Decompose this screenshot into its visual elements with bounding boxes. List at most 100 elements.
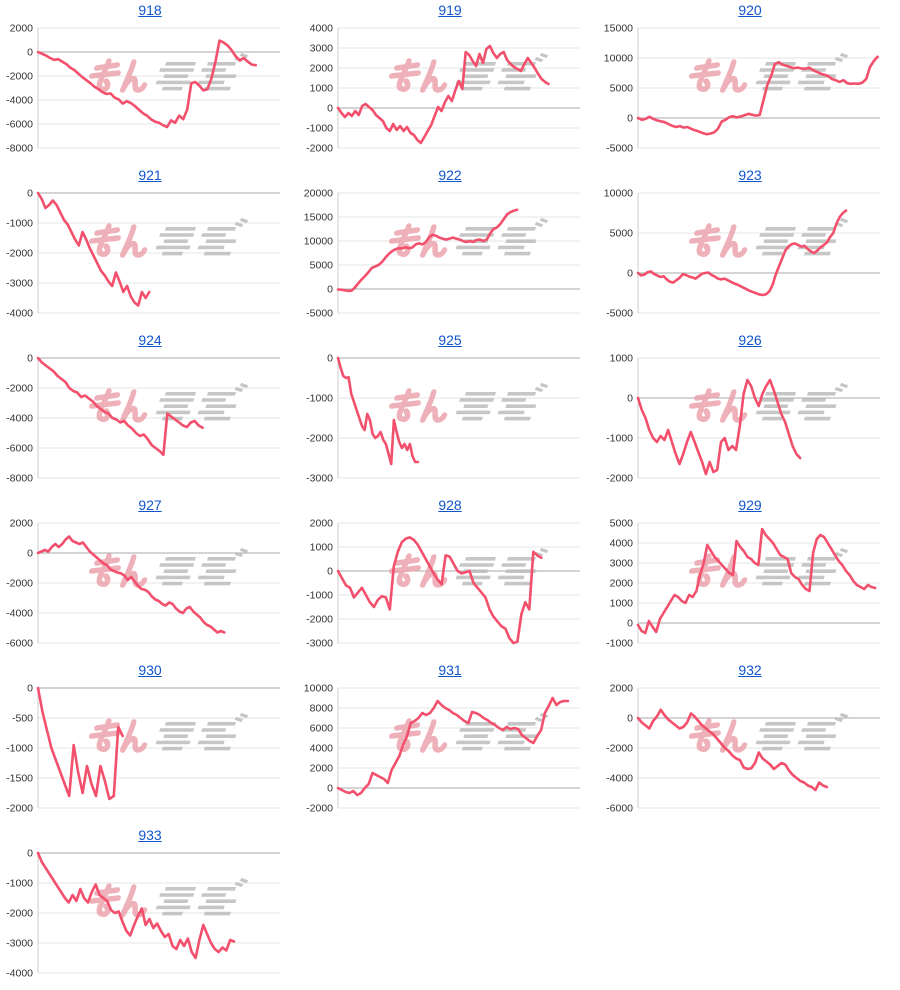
chart-title-link[interactable]: 929	[738, 497, 762, 513]
chart-plot: 0 -1000 -2000 -3000 -4000	[6, 848, 280, 980]
chart-title: 919	[300, 0, 600, 20]
watermark	[688, 382, 849, 423]
chart-plot: 10000 8000 6000 4000 2000 0 -2000	[304, 683, 580, 815]
y-tick-label: 15000	[604, 23, 633, 35]
y-tick-label: -6000	[6, 638, 33, 650]
y-tick-label: -1000	[606, 638, 633, 650]
chart-title-link[interactable]: 923	[738, 167, 762, 183]
chart-plot: 2000 0 -2000 -4000 -6000	[606, 683, 880, 815]
chart-title-link[interactable]: 933	[138, 827, 162, 843]
y-tick-label: -1000	[606, 433, 633, 445]
y-tick-label: -8000	[6, 473, 33, 485]
y-tick-label: 4000	[310, 743, 334, 755]
y-tick-label: 1000	[610, 598, 634, 610]
series-line	[336, 44, 550, 145]
y-tick-label: 0	[327, 353, 333, 365]
chart-cell: 920 15000 10000 5000 0 -5000	[600, 0, 900, 165]
y-tick-label: 3000	[610, 558, 634, 570]
watermark	[88, 52, 249, 93]
y-tick-label: 1000	[610, 353, 634, 365]
y-tick-label: 2000	[10, 518, 34, 530]
chart-title-link[interactable]: 922	[438, 167, 462, 183]
chart-title-link[interactable]: 931	[438, 662, 462, 678]
y-tick-label: 10000	[604, 188, 633, 200]
chart-plot: 0 -1000 -2000 -3000	[306, 353, 580, 485]
watermark	[688, 217, 849, 258]
y-tick-label: -1500	[6, 773, 33, 785]
y-tick-label: -1000	[6, 878, 33, 890]
y-tick-label: -1000	[306, 123, 333, 135]
chart-title-link[interactable]: 928	[438, 497, 462, 513]
y-tick-label: 1000	[310, 83, 334, 95]
chart-cell: 932 2000 0 -2000 -4000 -6000	[600, 660, 900, 825]
y-tick-label: 0	[27, 848, 33, 860]
y-tick-label: -5000	[306, 308, 333, 320]
chart-plot: 2000 1000 0 -1000 -2000 -3000	[306, 518, 580, 650]
y-tick-label: -2000	[306, 803, 333, 815]
chart-title: 932	[600, 660, 900, 680]
y-tick-label: 0	[27, 548, 33, 560]
chart-title-link[interactable]: 930	[138, 662, 162, 678]
watermark	[88, 217, 249, 258]
watermark	[88, 712, 249, 753]
chart-cell: 927 2000 0 -2000 -4000 -6000	[0, 495, 300, 660]
chart-title: 931	[300, 660, 600, 680]
series-line	[336, 208, 519, 293]
chart-title: 922	[300, 165, 600, 185]
y-tick-label: 2000	[310, 63, 334, 75]
chart-plot: 0 -1000 -2000 -3000 -4000	[6, 188, 280, 320]
y-tick-label: -1000	[6, 743, 33, 755]
chart-cell: 919 4000 3000 2000 1000 0 -1000 -2000	[300, 0, 600, 165]
y-tick-label: -3000	[306, 473, 333, 485]
y-tick-label: 0	[627, 713, 633, 725]
y-tick-label: -2000	[6, 578, 33, 590]
chart-title-link[interactable]: 924	[138, 332, 162, 348]
chart-plot: 20000 15000 10000 5000 0 -5000	[304, 188, 580, 320]
y-tick-label: -4000	[6, 95, 33, 107]
chart-plot: 1000 0 -1000 -2000	[606, 353, 880, 485]
y-tick-label: 4000	[310, 23, 334, 35]
chart-plot: 2000 0 -2000 -4000 -6000 -8000	[6, 23, 280, 155]
chart-title-link[interactable]: 932	[738, 662, 762, 678]
series-line	[336, 536, 543, 645]
y-tick-label: 0	[327, 566, 333, 578]
chart-title-link[interactable]: 918	[138, 2, 162, 18]
y-tick-label: -500	[12, 713, 33, 725]
y-tick-label: -2000	[6, 383, 33, 395]
y-tick-label: 0	[327, 103, 333, 115]
chart-title-link[interactable]: 920	[738, 2, 762, 18]
series-line	[36, 686, 124, 801]
y-tick-label: -1000	[6, 218, 33, 230]
chart-title-link[interactable]: 927	[138, 497, 162, 513]
y-tick-label: 0	[627, 113, 633, 125]
series-line	[636, 378, 802, 476]
chart-cell: 929 5000 4000 3000 2000 1000 0 -1000	[600, 495, 900, 660]
y-tick-label: 4000	[610, 538, 634, 550]
chart-title-link[interactable]: 925	[438, 332, 462, 348]
y-tick-label: 0	[327, 284, 333, 296]
watermark	[388, 52, 549, 93]
watermark	[88, 547, 249, 588]
y-tick-label: -2000	[306, 614, 333, 626]
chart-title-link[interactable]: 926	[738, 332, 762, 348]
y-tick-label: -5000	[606, 143, 633, 155]
series-line	[36, 39, 258, 129]
y-tick-label: 20000	[304, 188, 333, 200]
chart-cell: 926 1000 0 -1000 -2000	[600, 330, 900, 495]
chart-cell: 931 10000 8000 6000 4000 2000 0 -2000	[300, 660, 600, 825]
y-tick-label: 0	[27, 188, 33, 200]
chart-title-link[interactable]: 919	[438, 2, 462, 18]
y-tick-label: 2000	[610, 578, 634, 590]
y-tick-label: -2000	[6, 248, 33, 260]
chart-title: 921	[0, 165, 300, 185]
chart-plot: 10000 5000 0 -5000	[604, 188, 880, 320]
chart-title: 929	[600, 495, 900, 515]
chart-title-link[interactable]: 921	[138, 167, 162, 183]
y-tick-label: -5000	[606, 308, 633, 320]
chart-title: 926	[600, 330, 900, 350]
y-tick-label: -4000	[6, 413, 33, 425]
watermark	[388, 217, 549, 258]
y-tick-label: 2000	[310, 763, 334, 775]
y-tick-label: -2000	[606, 743, 633, 755]
